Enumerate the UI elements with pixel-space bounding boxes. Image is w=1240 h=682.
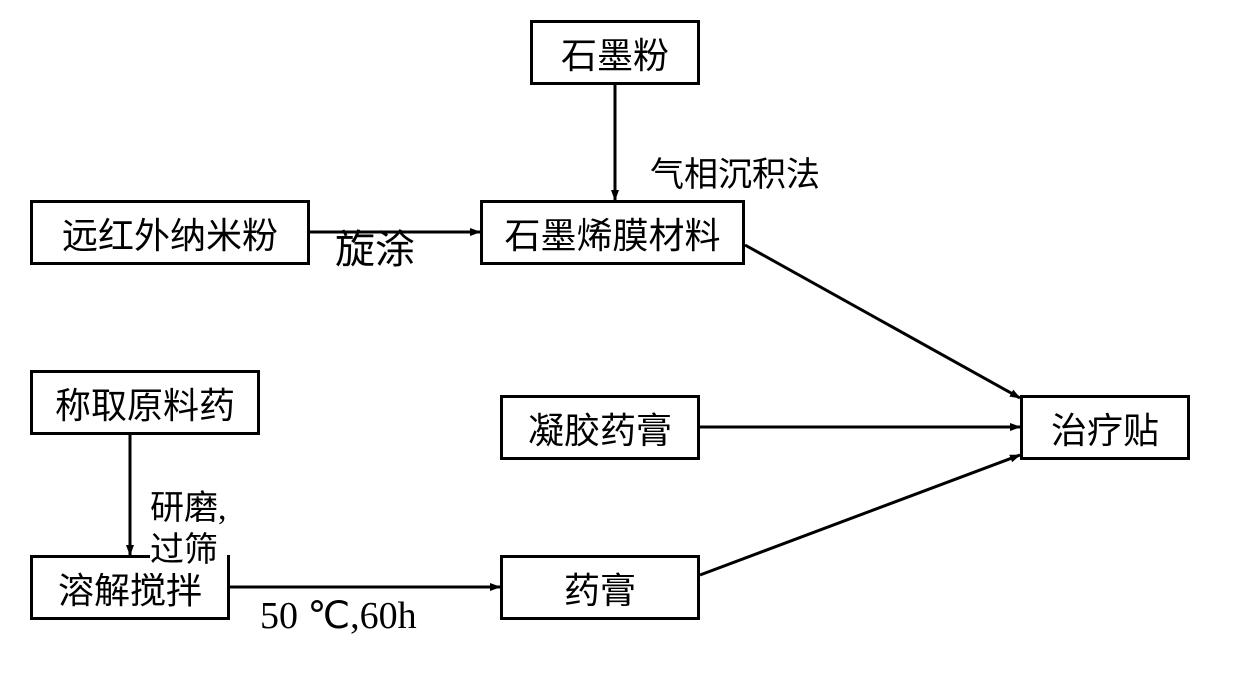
node-label: 凝胶药膏	[528, 402, 672, 454]
node-label: 称取原料药	[55, 377, 235, 429]
node-paste: 药膏	[500, 555, 700, 620]
edge-label-grind-sieve: 研磨, 过筛	[150, 445, 227, 573]
node-treatment-patch: 治疗贴	[1020, 395, 1190, 460]
node-graphite-powder: 石墨粉	[530, 20, 700, 85]
label-text: 研磨, 过筛	[150, 490, 227, 570]
edge-label-spin-coat: 旋涂	[335, 175, 415, 275]
node-weigh-raw-drug: 称取原料药	[30, 370, 260, 435]
node-label: 石墨烯膜材料	[504, 207, 720, 259]
label-text: 气相沉积法	[650, 157, 820, 194]
node-gel-paste: 凝胶药膏	[500, 395, 700, 460]
node-label: 石墨粉	[561, 27, 669, 79]
label-text: 50 ℃,60h	[260, 595, 417, 637]
edge-label-temp-time: 50 ℃,60h	[260, 545, 417, 640]
node-label: 远红外纳米粉	[62, 207, 278, 259]
node-label: 药膏	[564, 562, 636, 614]
node-graphene-film: 石墨烯膜材料	[480, 200, 745, 265]
edge-label-cvd: 气相沉积法	[650, 112, 820, 197]
node-fir-nano-powder: 远红外纳米粉	[30, 200, 310, 265]
label-text: 旋涂	[335, 227, 415, 272]
node-label: 治疗贴	[1051, 402, 1159, 454]
